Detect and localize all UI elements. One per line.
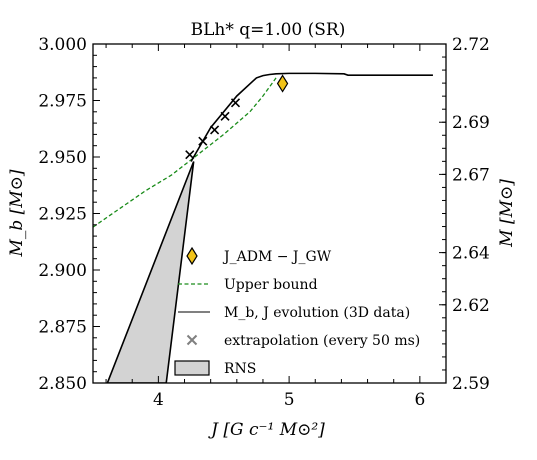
x-axis-label: J [G c⁻¹ M⊙²]: [208, 420, 325, 440]
x-tick-label: 6: [414, 390, 425, 410]
y-tick-label: 2.900: [38, 261, 87, 281]
x-marker-stroke: [198, 136, 208, 146]
y-right-tick-label: 2.67: [452, 165, 490, 185]
legend-label: Upper bound: [224, 277, 318, 293]
y-axis-label: M_b [M⊙]: [7, 169, 27, 257]
y-tick-label: 2.975: [38, 92, 87, 112]
legend-x-marker: [186, 334, 198, 346]
y-right-tick-label: 2.69: [452, 113, 490, 133]
x-axis: 4 5 6: [105, 44, 447, 410]
y-right-tick-label: 2.72: [452, 35, 490, 55]
plot-area: [93, 72, 433, 383]
x-tick-label: 4: [153, 390, 164, 410]
extrapolation-point: [198, 136, 208, 146]
y-right-tick-label: 2.62: [452, 296, 490, 316]
legend-label: extrapolation (every 50 ms): [224, 333, 420, 349]
jadm-point: [276, 74, 289, 93]
y-tick-label: 2.850: [38, 374, 87, 394]
y-axis-right: 2.59 2.62 2.64 2.67 2.69 2.72: [439, 35, 490, 394]
x-marker-stroke: [210, 125, 220, 135]
x-marker-stroke: [220, 111, 230, 121]
extrapolation-point: [210, 125, 220, 135]
y-right-tick-label: 2.59: [452, 374, 490, 394]
rns-region: [106, 161, 195, 383]
legend-label: M_b, J evolution (3D data): [224, 305, 410, 321]
y-tick-label: 2.875: [38, 318, 87, 338]
y-axis-right-label: M [M⊙]: [497, 179, 517, 248]
series-line-1: [190, 72, 433, 162]
y-axis-left: 2.850 2.875 2.900 2.925 2.950 2.975 3.000: [38, 35, 100, 394]
legend-label: J_ADM − J_GW: [222, 249, 332, 265]
y-tick-label: 2.950: [38, 148, 87, 168]
legend-diamond-symbol: [186, 246, 198, 266]
y-tick-label: 3.000: [38, 35, 87, 55]
legend-label: RNS: [224, 361, 256, 377]
extrapolation-point: [230, 98, 241, 108]
extrapolation-point: [185, 150, 195, 160]
y-tick-label: 2.925: [38, 205, 87, 225]
series-line-0: [93, 77, 277, 228]
legend-fill-swatch: [174, 360, 210, 376]
legend: J_ADM − J_GW Upper bound M_b, J evolution …: [174, 246, 420, 377]
y-right-tick-label: 2.64: [452, 244, 490, 264]
x-marker-stroke: [230, 98, 241, 108]
extrapolation-point: [220, 111, 230, 121]
x-tick-label: 5: [284, 390, 295, 410]
x-marker-stroke: [185, 150, 195, 160]
chart-title: BLh* q=1.00 (SR): [191, 20, 346, 40]
